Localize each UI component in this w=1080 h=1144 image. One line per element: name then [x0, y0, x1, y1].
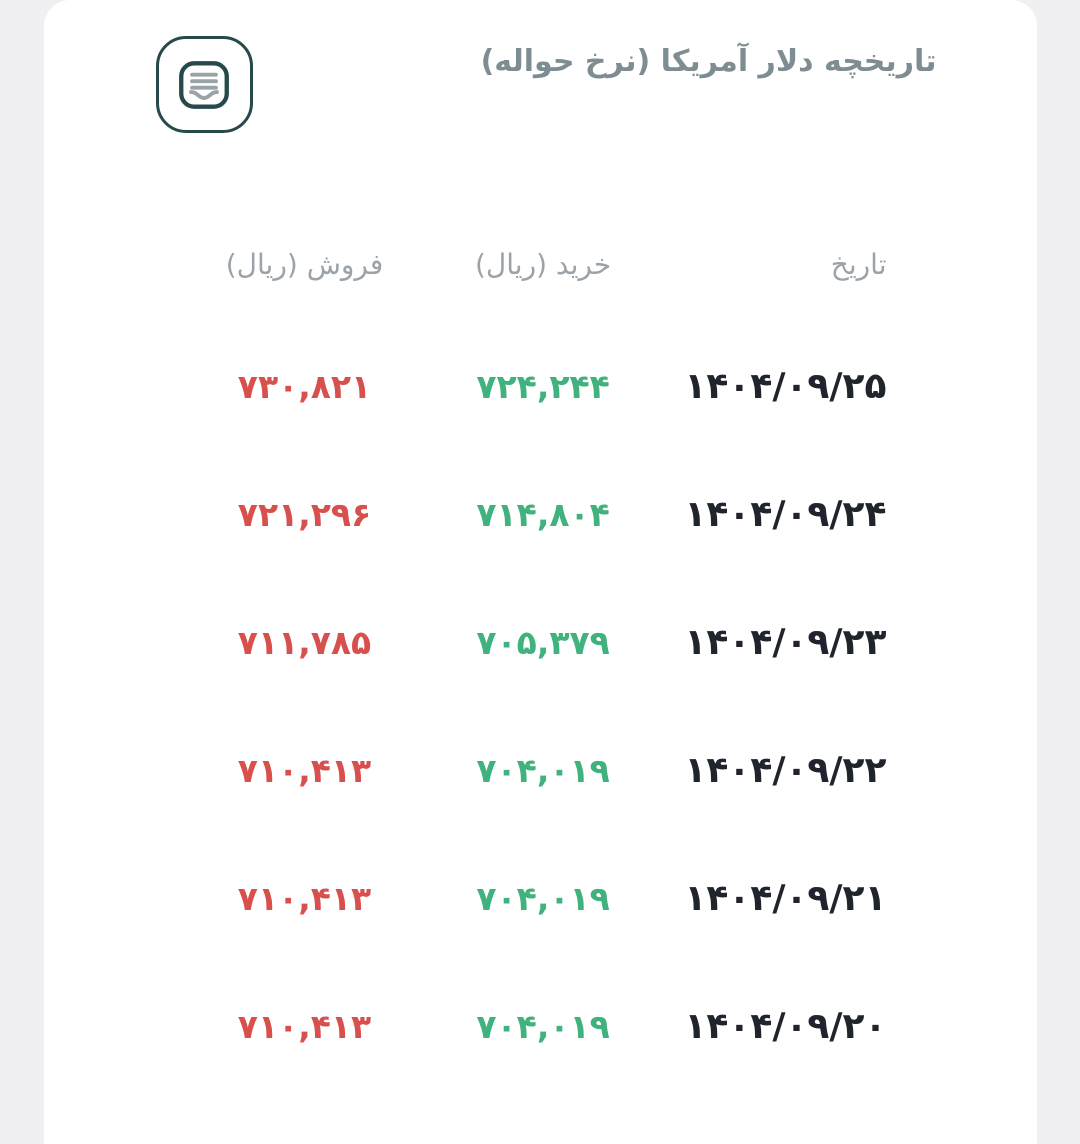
table-row: ۱۴۰۴/۰۹/۲۳ ۷۰۵,۳۷۹ ۷۱۱,۷۸۵ [44, 578, 1037, 706]
sell-cell: ۷۲۱,۲۹۶ [237, 494, 372, 534]
rates-card: تاریخچه دلار آمریکا (نرخ حواله) تاریخ خر… [43, 0, 1037, 1144]
buy-cell: ۷۰۴,۰۱۹ [476, 878, 610, 918]
date-cell: ۱۴۰۴/۰۹/۲۲ [684, 749, 887, 791]
date-cell: ۱۴۰۴/۰۹/۲۵ [684, 365, 887, 407]
buy-cell: ۷۲۴,۲۴۴ [476, 366, 610, 406]
table-body: ۱۴۰۴/۰۹/۲۵ ۷۲۴,۲۴۴ ۷۳۰,۸۲۱ ۱۴۰۴/۰۹/۲۴ ۷۱۴,۸۰… [44, 322, 1037, 1090]
buy-cell: ۷۱۴,۸۰۴ [476, 494, 610, 534]
topbar: تاریخچه دلار آمریکا (نرخ حواله) [44, 36, 1037, 136]
sell-cell: ۷۳۰,۸۲۱ [237, 366, 372, 406]
table-row: ۱۴۰۴/۰۹/۲۵ ۷۲۴,۲۴۴ ۷۳۰,۸۲۱ [44, 322, 1037, 450]
column-header-sell: فروش (ریال) [225, 247, 384, 281]
buy-cell: ۷۰۴,۰۱۹ [476, 750, 610, 790]
table-row: ۱۴۰۴/۰۹/۲۱ ۷۰۴,۰۱۹ ۷۱۰,۴۱۳ [44, 834, 1037, 962]
sell-cell: ۷۱۰,۴۱۳ [237, 1006, 372, 1046]
page-title: تاریخچه دلار آمریکا (نرخ حواله) [480, 44, 937, 79]
buy-cell: ۷۰۵,۳۷۹ [476, 622, 610, 662]
sell-cell: ۷۱۱,۷۸۵ [237, 622, 372, 662]
date-cell: ۱۴۰۴/۰۹/۲۴ [684, 493, 887, 535]
date-cell: ۱۴۰۴/۰۹/۲۱ [684, 877, 887, 919]
wallet-icon [179, 60, 229, 109]
sell-cell: ۷۱۰,۴۱۳ [237, 878, 372, 918]
table-row: ۱۴۰۴/۰۹/۲۴ ۷۱۴,۸۰۴ ۷۲۱,۲۹۶ [44, 450, 1037, 578]
date-cell: ۱۴۰۴/۰۹/۲۳ [684, 621, 887, 663]
table-header: تاریخ خرید (ریال) فروش (ریال) [44, 236, 1037, 292]
column-header-date: تاریخ [830, 247, 887, 281]
sell-cell: ۷۱۰,۴۱۳ [237, 750, 372, 790]
date-cell: ۱۴۰۴/۰۹/۲۰ [684, 1005, 887, 1047]
table-row: ۱۴۰۴/۰۹/۲۰ ۷۰۴,۰۱۹ ۷۱۰,۴۱۳ [44, 962, 1037, 1090]
table-row: ۱۴۰۴/۰۹/۲۲ ۷۰۴,۰۱۹ ۷۱۰,۴۱۳ [44, 706, 1037, 834]
buy-cell: ۷۰۴,۰۱۹ [476, 1006, 610, 1046]
wallet-history-button[interactable] [155, 36, 253, 133]
column-header-buy: خرید (ریال) [474, 247, 612, 281]
